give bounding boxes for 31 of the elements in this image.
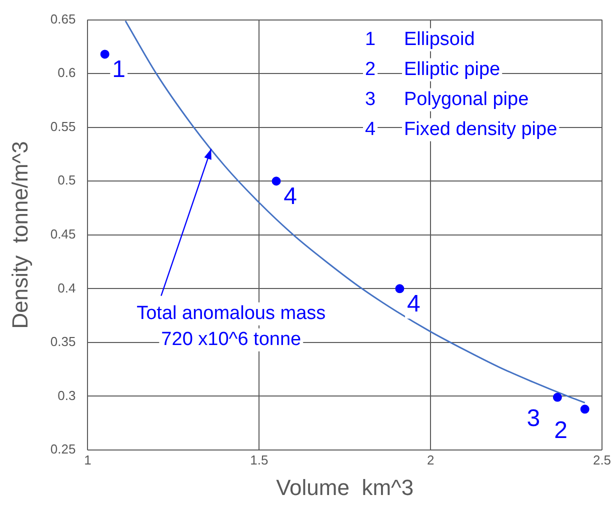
- point: [272, 176, 281, 186]
- line-series: [124, 20, 586, 404]
- annotation: 4: [284, 182, 297, 210]
- text: 2 Elliptic pipe: [365, 59, 500, 80]
- annotation: 1: [112, 56, 126, 83]
- text: 4 Fixed density pipe: [365, 119, 558, 140]
- y-tick-label: 0.25: [50, 442, 76, 457]
- x-axis-title: Volume km^3: [276, 474, 414, 500]
- y-tick-label: 0.65: [50, 11, 76, 26]
- annotation: 3: [526, 404, 540, 432]
- x-tick-label: 2: [426, 452, 434, 468]
- y-tick-label: 0.55: [50, 118, 76, 134]
- point: [552, 392, 562, 402]
- x-tick-label: 1: [84, 452, 92, 468]
- x-tick-label: 1.5: [250, 452, 268, 468]
- x-tick-label: 2.5: [592, 452, 612, 468]
- annotation: 4: [407, 290, 420, 318]
- y-tick-label: 0.3: [58, 388, 76, 403]
- text: 1 Ellipsoid: [365, 29, 475, 50]
- y-tick-label: 0.4: [58, 280, 76, 296]
- y-tick-label: 0.45: [50, 226, 76, 242]
- y-tick-label: 0.6: [58, 65, 76, 80]
- annotation: Total anomalous mass 720 x10^6 tonne: [136, 303, 326, 350]
- y-tick-label: 0.35: [50, 334, 76, 350]
- text: 3 Polygonal pipe: [365, 89, 529, 110]
- point: [100, 50, 110, 59]
- annotation: 2: [554, 416, 568, 444]
- y-tick-label: 0.5: [58, 172, 76, 188]
- point: [580, 404, 590, 414]
- point: [395, 284, 404, 294]
- y-axis-title: Density tonne/m^3: [7, 141, 32, 329]
